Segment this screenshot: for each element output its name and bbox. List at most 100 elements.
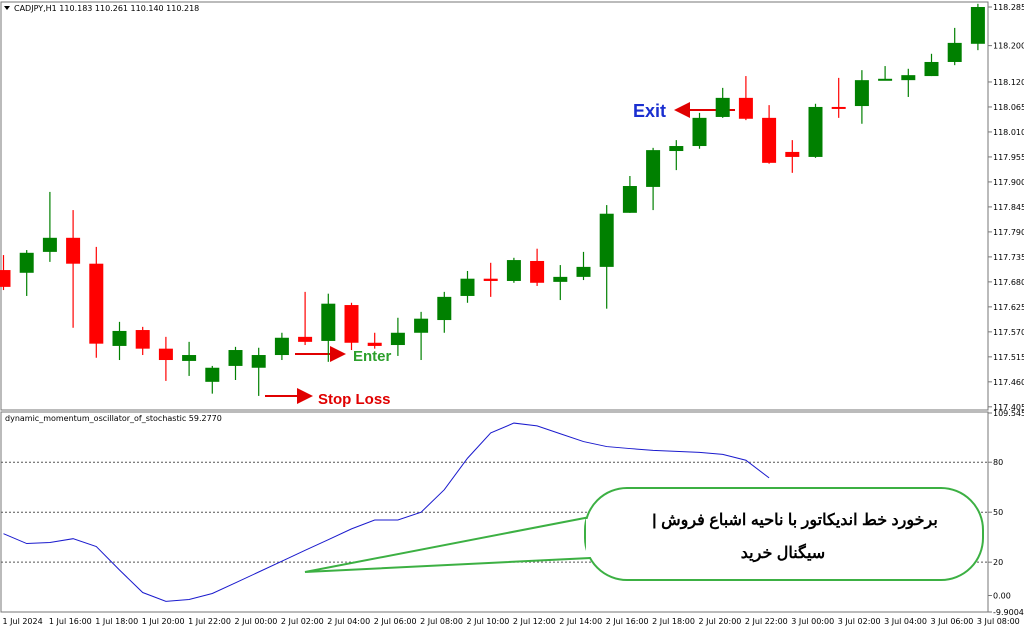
candle-body — [251, 355, 266, 368]
candle-body — [924, 61, 939, 77]
candle-body — [66, 237, 81, 264]
callout-box — [584, 487, 984, 581]
candle-body — [947, 42, 962, 62]
menu-triangle — [4, 6, 10, 10]
exit-label: Exit — [633, 101, 666, 121]
candle-body — [785, 151, 800, 157]
candle-body — [321, 303, 336, 341]
y-tick-label: 117.460 — [993, 378, 1024, 387]
x-tick-label: 2 Jul 18:00 — [652, 617, 695, 626]
x-tick-label: 2 Jul 04:00 — [327, 617, 370, 626]
candle-body — [831, 106, 846, 109]
candle-body — [901, 75, 916, 81]
x-tick-label: 2 Jul 00:00 — [235, 617, 278, 626]
candle-body — [738, 97, 753, 119]
candle-body — [460, 278, 475, 296]
candle-body — [89, 263, 104, 344]
y-tick-label: 50 — [993, 508, 1003, 517]
candle-body — [158, 348, 173, 361]
candle-body — [715, 97, 730, 117]
candle-body — [205, 367, 220, 382]
x-tick-label: 2 Jul 20:00 — [699, 617, 742, 626]
main-panel — [0, 1, 989, 411]
candle-body — [878, 78, 893, 81]
candle-body — [808, 106, 823, 157]
x-tick-label: 3 Jul 00:00 — [791, 617, 834, 626]
y-tick-label: 117.515 — [993, 353, 1024, 362]
callout: برخورد خط اندیکاتور با ناحیه اشباع فروش … — [304, 487, 984, 581]
callout-line: برخورد خط اندیکاتور با ناحیه اشباع فروش … — [652, 512, 938, 530]
x-tick-label: 1 Jul 16:00 — [49, 617, 92, 626]
candle-body — [298, 336, 313, 342]
x-tick-label: 2 Jul 14:00 — [559, 617, 602, 626]
y-tick-label: 117.680 — [993, 278, 1024, 287]
candle-body — [576, 266, 591, 277]
candle-body — [42, 237, 57, 252]
candle-body — [762, 117, 777, 163]
y-tick-label: 118.200 — [993, 42, 1024, 51]
candle-body — [530, 260, 545, 283]
enter-label: Enter — [353, 348, 392, 365]
candle-body — [854, 80, 869, 107]
y-tick-label: 118.065 — [993, 103, 1024, 112]
y-tick-label: -9.9004 — [993, 608, 1024, 617]
candle-body — [135, 330, 150, 349]
candle-body — [344, 305, 359, 343]
y-tick-label: 80 — [993, 458, 1003, 467]
y-tick-label: 117.735 — [993, 253, 1024, 262]
y-tick-label: 117.845 — [993, 203, 1024, 212]
y-tick-label: 117.955 — [993, 153, 1024, 162]
x-tick-label: 3 Jul 02:00 — [838, 617, 881, 626]
y-tick-label: 117.790 — [993, 228, 1024, 237]
callout-join — [586, 519, 596, 557]
y-tick-label: 118.120 — [993, 78, 1024, 87]
x-tick-label: 2 Jul 10:00 — [467, 617, 510, 626]
y-tick-label: 117.625 — [993, 303, 1024, 312]
x-tick-label: 2 Jul 06:00 — [374, 617, 417, 626]
x-tick-label: 2 Jul 16:00 — [606, 617, 649, 626]
candle-body — [553, 276, 568, 282]
x-tick-label: 1 Jul 18:00 — [95, 617, 138, 626]
y-tick-label: 118.285 — [993, 3, 1024, 12]
x-tick-label: 2 Jul 08:00 — [420, 617, 463, 626]
candle-body — [437, 296, 452, 321]
candle-body — [506, 260, 521, 281]
x-tick-label: 2 Jul 22:00 — [745, 617, 788, 626]
candle-body — [669, 146, 684, 152]
candle-body — [483, 278, 498, 281]
candle-body — [0, 270, 11, 287]
candle-body — [692, 117, 707, 147]
y-tick-label: 117.405 — [993, 403, 1024, 412]
candle-body — [182, 355, 197, 361]
x-tick-label: 3 Jul 06:00 — [931, 617, 974, 626]
y-tick-label: 20 — [993, 558, 1003, 567]
stop-loss-label: Stop Loss — [318, 391, 391, 408]
candle-body — [228, 350, 243, 366]
candle-body — [622, 186, 637, 213]
x-tick-label: 2 Jul 12:00 — [513, 617, 556, 626]
candle-body — [112, 330, 127, 346]
chart-title: CADJPY,H1 110.183 110.261 110.140 110.21… — [14, 4, 199, 13]
y-tick-label: 0.00 — [993, 592, 1011, 601]
x-tick-label: 2 Jul 02:00 — [281, 617, 324, 626]
callout-line: سیگنال خرید — [741, 543, 825, 563]
candle-body — [19, 252, 34, 273]
y-tick-label: 118.010 — [993, 128, 1024, 137]
candle-body — [390, 332, 405, 346]
x-tick-label: 1 Jul 22:00 — [188, 617, 231, 626]
y-tick-label: 109.5459 — [993, 409, 1024, 418]
candle-body — [274, 337, 289, 356]
x-tick-label: 1 Jul 20:00 — [142, 617, 185, 626]
candle-body — [646, 150, 661, 187]
candle-body — [367, 342, 382, 346]
x-tick-label: 3 Jul 08:00 — [977, 617, 1020, 626]
candle-body — [599, 213, 614, 267]
x-tick-label: 1 Jul 2024 — [3, 617, 43, 626]
indicator-title: dynamic_momentum_oscillator_of_stochasti… — [5, 414, 222, 423]
x-tick-label: 3 Jul 04:00 — [884, 617, 927, 626]
candle-body — [414, 318, 429, 333]
y-tick-label: 117.570 — [993, 328, 1024, 337]
candle-body — [970, 6, 985, 44]
y-tick-label: 117.900 — [993, 178, 1024, 187]
